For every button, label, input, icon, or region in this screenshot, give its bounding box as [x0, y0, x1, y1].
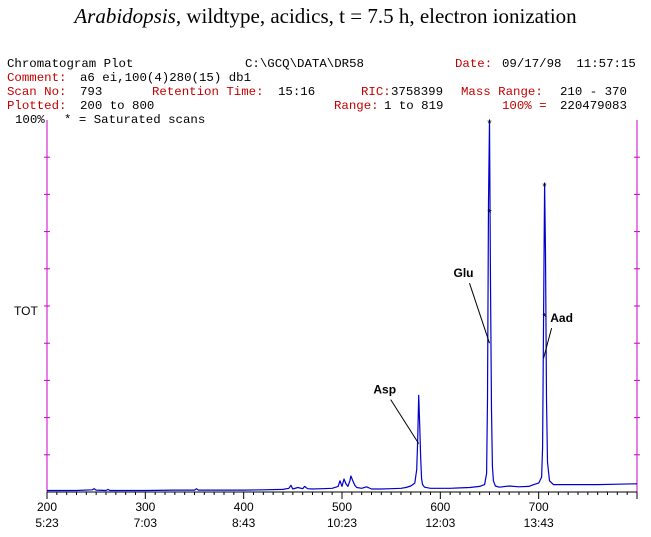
x-tick-label-scan: 400 [234, 500, 254, 514]
x-tick-label-scan: 200 [37, 500, 57, 514]
ric-value: 3758399 [391, 85, 444, 99]
peak-leader-aad [543, 327, 553, 359]
x-tick-label-time: 10:23 [327, 516, 357, 530]
date-label: Date: [455, 57, 493, 71]
title-rest: , wildtype, acidics, t = 7.5 h, electron… [175, 4, 577, 28]
data-path: C:\GCQ\DATA\DR58 [245, 57, 364, 71]
peak-label-asp: Asp [373, 383, 396, 397]
scan-value: 793 [80, 85, 103, 99]
title-species: Arabidopsis [74, 4, 176, 28]
percent-label: 100% = [502, 99, 547, 113]
x-tick-label-scan: 600 [430, 500, 450, 514]
x-tick-label-time: 12:03 [425, 516, 455, 530]
chromatogram-trace [47, 119, 638, 492]
mass-range-label: Mass Range: [461, 85, 543, 99]
saturated-marker: * [487, 118, 492, 130]
chart-title: Arabidopsis, wildtype, acidics, t = 7.5 … [0, 4, 651, 29]
retention-time-value: 15:16 [278, 85, 316, 99]
range-label: Range: [334, 99, 379, 113]
x-tick-label-time: 7:03 [134, 516, 158, 530]
top-percent-label: 100% [15, 113, 45, 127]
saturated-marker: * [542, 181, 547, 193]
ric-label: RIC: [361, 85, 391, 99]
x-tick-label-time: 13:43 [524, 516, 554, 530]
peak-label-glu: Glu [454, 266, 474, 280]
percent-value: 220479083 [560, 99, 627, 113]
range-value: 1 to 819 [384, 99, 444, 113]
x-tick-label-time: 8:43 [232, 516, 256, 530]
comment-value: a6 ei,100(4)280(15) db1 [80, 71, 252, 85]
y-axis-label: TOT [14, 304, 38, 318]
saturated-marker: * [487, 207, 492, 219]
x-tick-label-time: 5:23 [35, 516, 59, 530]
plotted-label: Plotted: [7, 99, 67, 113]
saturated-note: * = Saturated scans [64, 113, 206, 127]
x-tick-label-scan: 500 [332, 500, 352, 514]
saturated-marker: * [542, 311, 547, 323]
x-tick-label-scan: 700 [529, 500, 549, 514]
plotted-value: 200 to 800 [80, 99, 155, 113]
comment-label: Comment: [7, 71, 67, 85]
date-value: 09/17/98 11:57:15 [502, 57, 636, 71]
mass-range-value: 210 - 370 [560, 85, 627, 99]
peak-label-aad: Aad [550, 311, 573, 325]
x-tick-label-scan: 300 [135, 500, 155, 514]
peak-leader-asp [390, 399, 420, 444]
plot-name: Chromatogram Plot [7, 57, 134, 71]
scan-label: Scan No: [7, 85, 67, 99]
retention-time-label: Retention Time: [152, 85, 264, 99]
peak-leader-glu [469, 283, 490, 344]
